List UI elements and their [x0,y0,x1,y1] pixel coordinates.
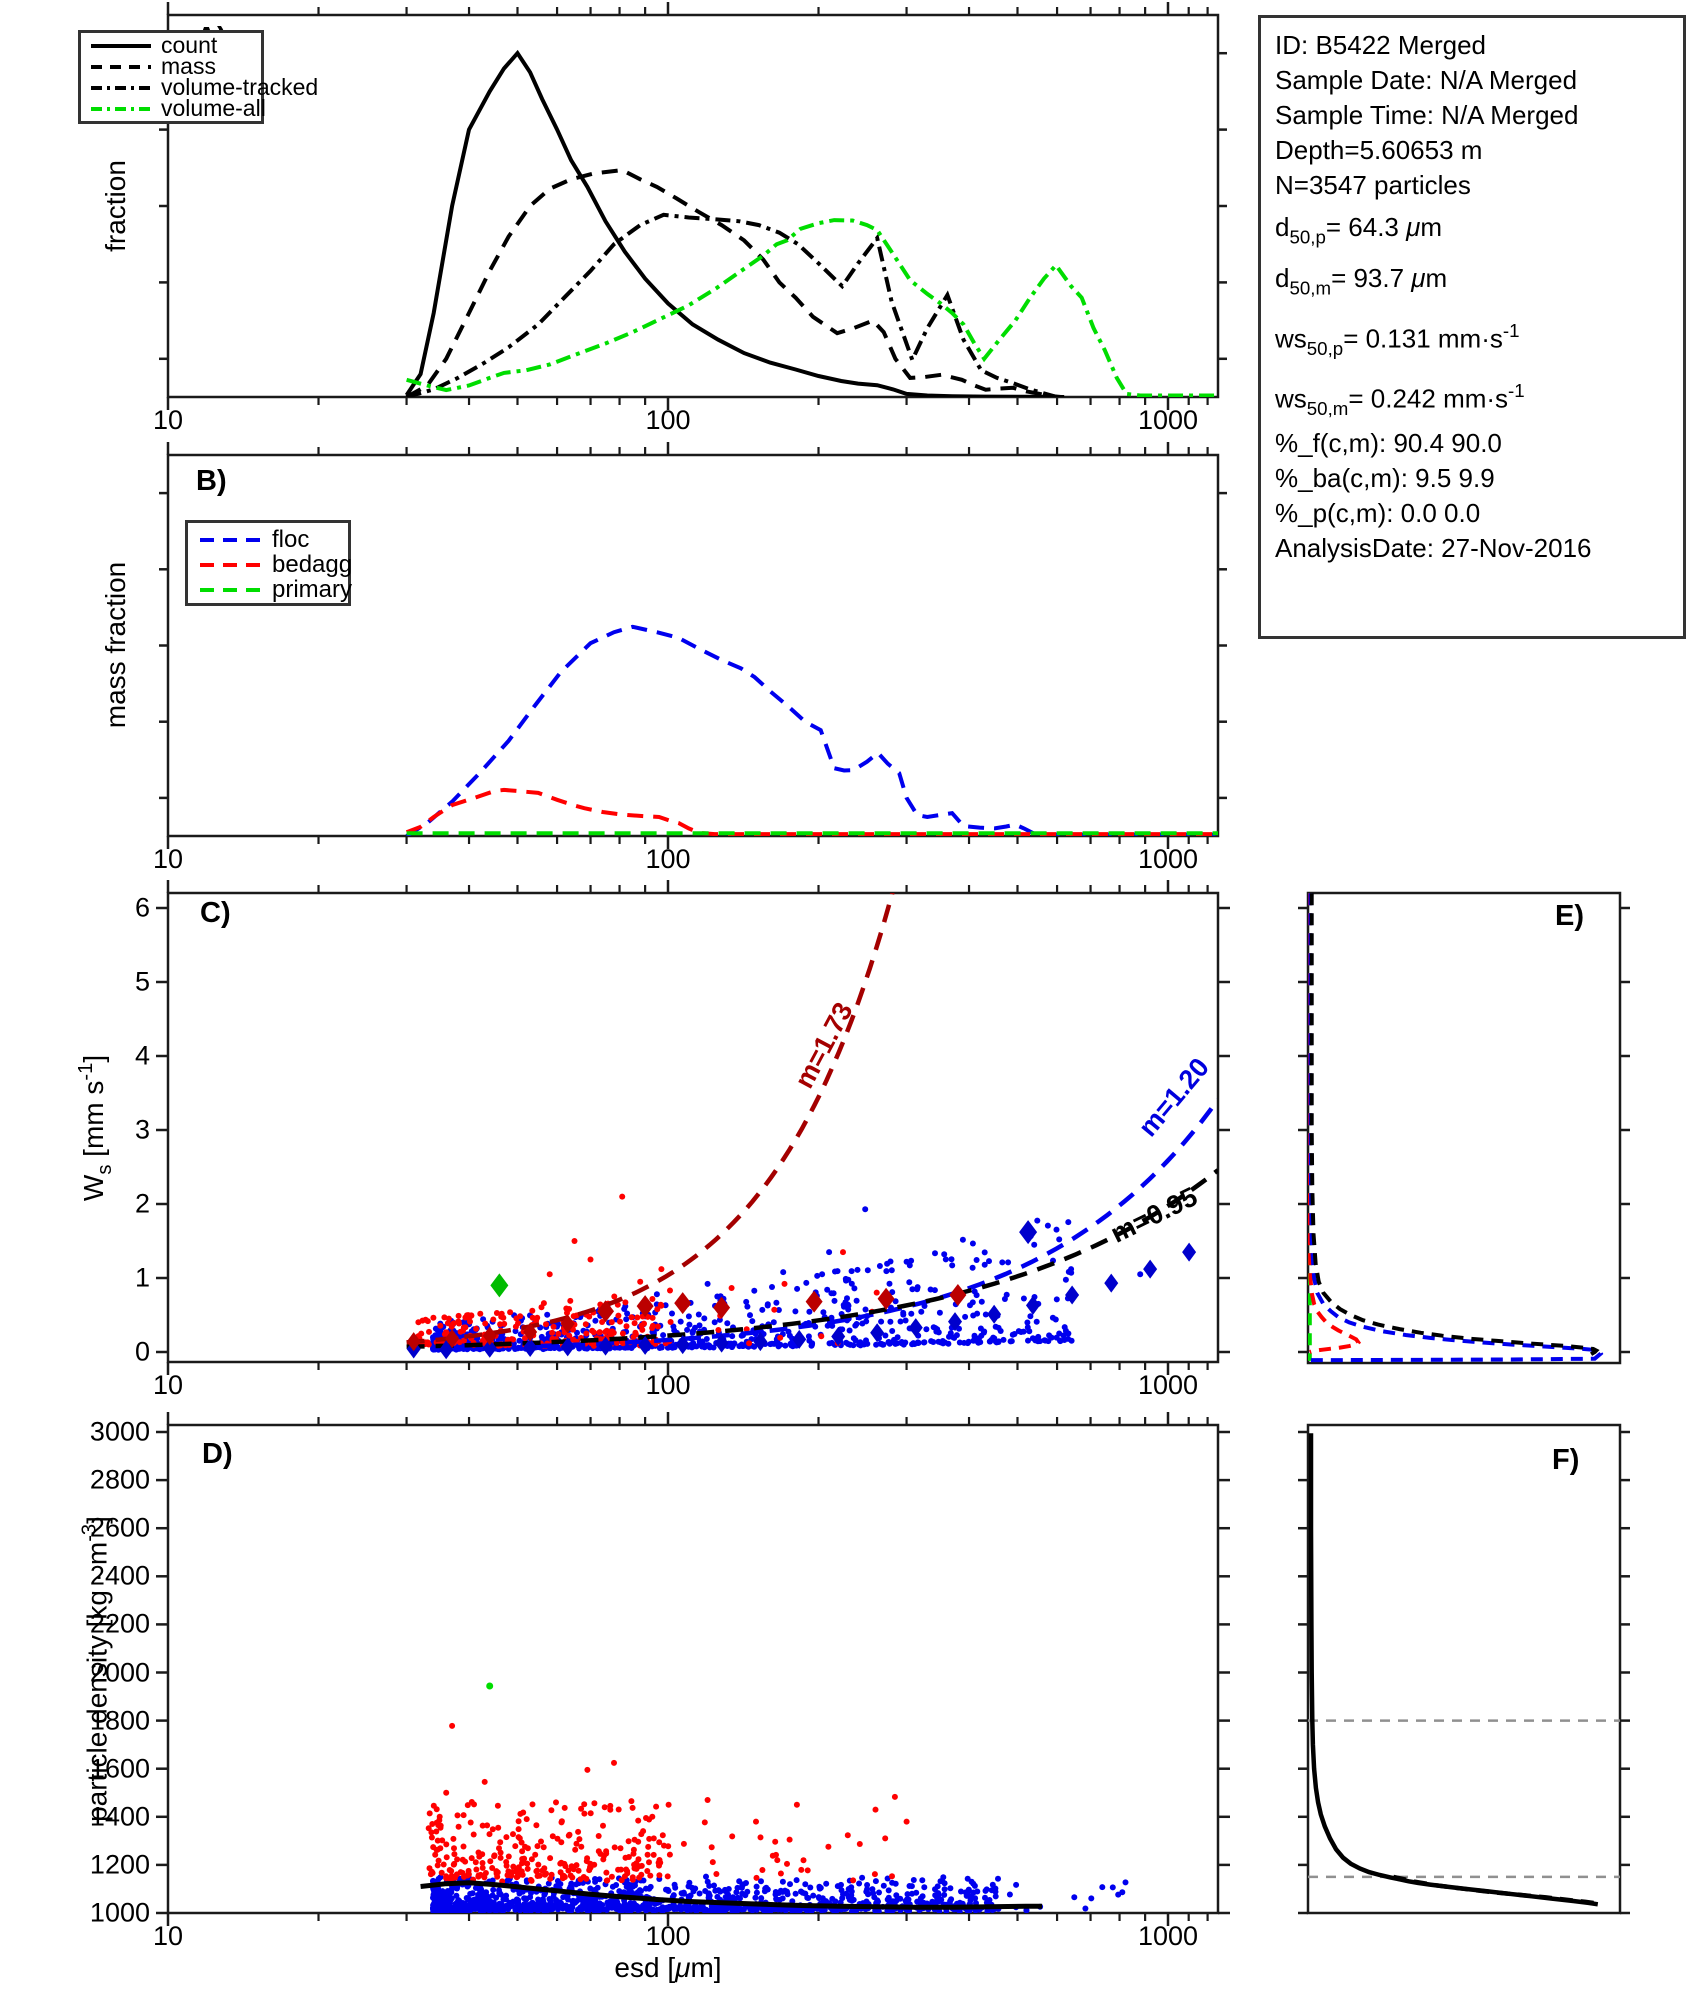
legend-panel-b: floc bedagg primary [185,520,352,606]
x-tick-label: 10 [152,844,184,874]
legend-label: count [161,32,218,58]
legend-line-sample [200,537,262,542]
info-line-11: %_ba(c,m): 9.5 9.9 [1275,462,1495,493]
x-tick-label: 10 [152,405,184,435]
info-line-9: ws50,m= 0.242 mm·s-1 [1275,379,1525,419]
y-tick-label: 1200 [89,1849,150,1880]
y-axis-label-b: mass fraction [100,561,131,729]
y-tick-label: 2400 [89,1560,150,1591]
panel-letter-b: B) [196,465,227,497]
y-axis-label-a: fraction [100,160,131,252]
info-line-2: Sample Date: N/A Merged [1275,65,1578,95]
info-line-7: d50,m= 93.7 μm [1275,263,1448,299]
y-tick-label: 1000 [89,1897,150,1928]
panel-letter-c: C) [200,897,231,929]
y-tick-label: 2 [134,1188,150,1219]
y-tick-label: 2000 [89,1657,150,1687]
legend-label: bedagg [272,550,353,578]
y-tick-label: 2200 [89,1608,150,1639]
legend-label: mass [161,53,216,79]
panel-letter-f: F) [1552,1444,1580,1476]
info-box: ID: B5422 Merged Sample Date: N/A Merged S… [1258,15,1686,639]
legend-item-count: count [89,32,261,58]
info-line-12: %_p(c,m): 0.0 0.0 [1275,497,1481,528]
legend-label: primary [272,575,353,603]
x-tick-label: 10 [152,1370,184,1400]
legend-label: volume-all [161,95,266,121]
y-tick-label: 1800 [89,1705,150,1736]
legend-panel-a: count mass volume-tracked volume-all [78,30,318,124]
legend-line-sample [200,587,262,592]
legend-item-bedagg: bedagg [198,551,352,578]
legend-line-sample [91,43,151,48]
info-line-8: ws50,p= 0.131 mm·s-1 [1275,319,1520,359]
y-tick-label: 1 [134,1262,150,1293]
y-tick-label: 4 [134,1040,150,1071]
legend-line-sample [91,64,151,69]
y-tick-label: 6 [134,892,150,923]
legend-line-sample [200,562,262,567]
x-tick-label: 100 [645,1370,691,1400]
legend-item-volume-tracked: volume-tracked [89,74,318,100]
info-line-5: N=3547 particles [1275,170,1471,200]
y-tick-label: 5 [134,966,150,997]
legend-item-primary: primary [198,576,352,603]
info-line-6: d50,p= 64.3 μm [1275,212,1443,248]
y-tick-label: 1400 [89,1801,150,1832]
info-line-3: Sample Time: N/A Merged [1275,100,1579,130]
legend-item-floc: floc [198,525,348,553]
legend-label: floc [272,525,310,553]
x-tick-label: 1000 [1137,405,1199,435]
x-tick-label: 100 [645,1921,691,1951]
x-tick-label: 1000 [1137,1370,1199,1400]
x-tick-label: 1000 [1137,844,1199,874]
info-line-1: ID: B5422 Merged [1275,30,1487,60]
x-axis-label: esd [μm] [614,1952,722,1983]
y-tick-label: 3000 [89,1416,150,1447]
x-tick-label: 1000 [1137,1921,1199,1951]
y-tick-label: 2800 [89,1464,150,1495]
info-line-4: Depth=5.60653 m [1275,135,1483,165]
info-line-10: %_f(c,m): 90.4 90.0 [1275,427,1502,458]
x-tick-label: 100 [645,405,691,435]
panel-letter-e: E) [1555,900,1584,932]
y-tick-label: 3 [134,1114,150,1145]
legend-label: volume-tracked [161,74,319,100]
x-tick-label: 100 [645,844,691,874]
legend-item-mass: mass [89,53,261,79]
info-line-13: AnalysisDate: 27-Nov-2016 [1275,532,1592,563]
y-tick-label: 0 [134,1336,150,1367]
legend-line-sample [91,85,151,90]
x-tick-label: 10 [152,1921,184,1951]
legend-item-volume-all: volume-all [89,95,266,121]
panel-letter-d: D) [202,1438,233,1470]
legend-line-sample [91,106,151,111]
y-tick-label: 1600 [89,1753,150,1784]
y-tick-label: 2600 [89,1512,150,1543]
